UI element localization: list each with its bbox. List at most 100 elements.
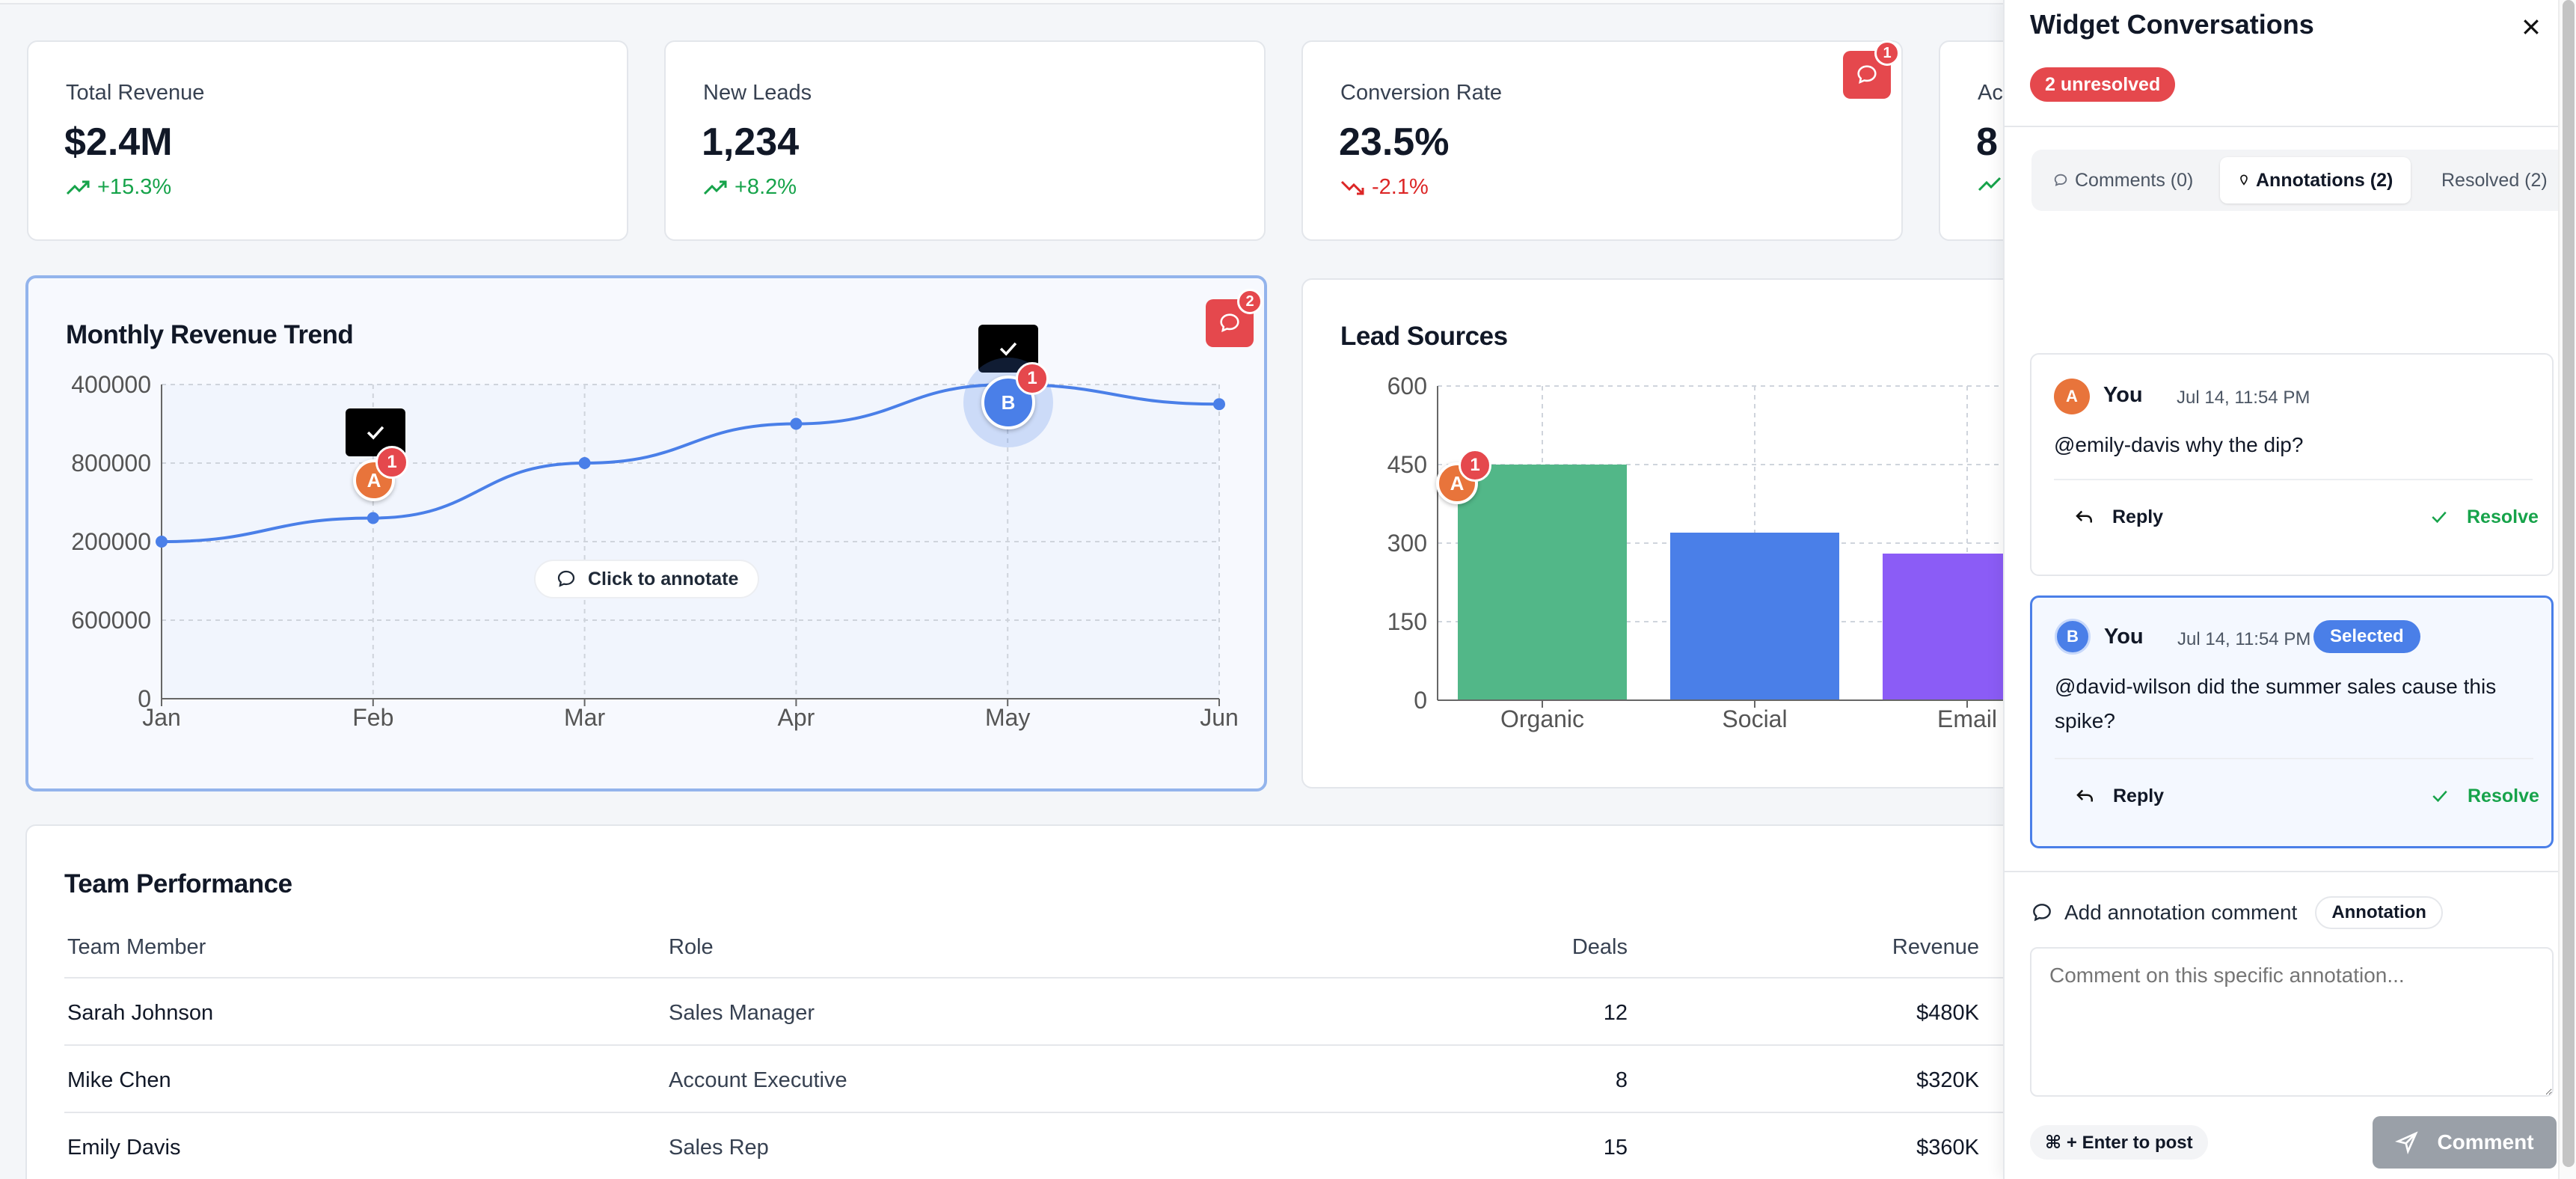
cell-member: Sarah Johnson [67,1001,214,1025]
unresolved-badge: 2 unresolved [2030,67,2176,102]
x-tick-label: Email [1937,705,1997,732]
x-tick-label: Organic [1500,705,1584,732]
chat-bubble-icon [1220,313,1239,333]
annotation-pin-a[interactable]: A 1 [353,446,408,501]
annotation-pin-b[interactable]: B 1 [981,362,1049,429]
tab-label: Comments (0) [2075,169,2194,191]
close-icon [2524,19,2539,34]
comment-timestamp: Jul 14, 11:54 PM [2177,388,2310,408]
panel-divider [2005,126,2576,127]
scrollbar-thumb[interactable] [2563,0,2575,1167]
data-point [790,417,803,430]
cell-role: Account Executive [669,1068,847,1092]
comment-count-badge: 1 [1874,40,1900,66]
kpi-label: New Leads [703,81,812,105]
pin-letter: B [1001,391,1016,414]
reply-label: Reply [2113,785,2165,806]
trend-down-icon [1340,180,1364,195]
kpi-card-total-revenue[interactable]: Total Revenue $2.4M +15.3% [27,40,628,241]
lead-sources-card[interactable]: Lead Sources [1301,278,2020,788]
page-scrollbar[interactable] [2558,0,2576,1179]
panel-divider [2005,871,2576,872]
reply-button[interactable]: Reply [2073,506,2163,528]
kpi-comments-button[interactable]: 1 [1843,40,1900,99]
cell-role: Sales Manager [669,1001,815,1025]
cell-deals: 15 [1603,1136,1628,1160]
avatar: A [2054,379,2090,414]
comment-input[interactable] [2030,947,2554,1097]
row-divider [64,977,2024,979]
kpi-card-conversion-rate[interactable]: Conversion Rate 23.5% -2.1% 1 [1301,40,1903,241]
kpi-change-value: +8.2% [735,175,797,199]
tab-label: Resolved (2) [2441,169,2548,191]
kpi-change-value: +15.3% [97,175,172,199]
kpi-label: Total Revenue [66,81,205,105]
pin-count-badge: 1 [1016,362,1049,395]
lead-sources-bar-chart[interactable]: 0 150 300 450 600 Organic Social Email [1301,278,2003,788]
comment-divider [2055,758,2533,759]
pin-count-badge: 1 [375,446,408,479]
tab-comments[interactable]: Comments (0) [2034,157,2211,203]
check-icon [2432,511,2447,524]
revenue-line-chart[interactable]: 0 600000 200000 800000 400000 Jan Feb Mar Apr May… [0,0,1287,793]
kpi-value: 1,234 [702,120,800,164]
column-header-deals[interactable]: Deals [1571,935,1628,959]
pin-count-badge: 1 [1459,449,1491,482]
team-performance-card: Team Performance Team Member Role Deals … [25,824,2045,1179]
tab-resolved[interactable]: Resolved (2) [2423,157,2566,203]
kpi-change [1978,175,2002,193]
reply-arrow-icon [2076,789,2093,802]
data-point [578,457,591,469]
cell-role: Sales Rep [669,1136,769,1160]
avatar: B [2055,619,2091,655]
chat-bubble-icon [2054,174,2067,186]
resolve-label: Resolve [2467,506,2539,527]
annotation-tag: Annotation [2315,896,2443,929]
cell-revenue: $320K [1916,1068,1979,1092]
map-pin-icon [2240,174,2248,186]
close-panel-button[interactable] [2513,9,2549,45]
column-header-role[interactable]: Role [669,935,714,959]
column-header-revenue[interactable]: Revenue [1892,935,1979,959]
comment-author: You [2104,625,2144,649]
resolve-button[interactable]: Resolve [2429,785,2539,807]
shortcut-hint: ⌘ + Enter to post [2030,1125,2208,1160]
annotation-pin-leads-a[interactable]: A 1 [1436,449,1491,504]
click-to-annotate-hint[interactable]: Click to annotate [534,560,760,598]
kpi-label: Ac [1978,81,2003,105]
y-tick-label: 0 [1414,687,1427,714]
x-tick-label: Mar [564,704,605,731]
comment-text: @emily-davis why the dip? [2054,433,2304,456]
kpi-value: $2.4M [64,120,173,164]
cell-revenue: $360K [1916,1136,1979,1160]
x-tick-label: Jun [1200,704,1239,731]
chart-comments-button[interactable]: 2 [1206,289,1263,347]
cell-member: Emily Davis [67,1136,181,1160]
annotation-comment-a[interactable]: A You Jul 14, 11:54 PM @emily-davis why … [2030,353,2554,576]
reply-button[interactable]: Reply [2074,785,2164,807]
kpi-change: +8.2% [703,175,797,200]
kpi-change-value: -2.1% [1372,175,1429,199]
y-tick-label: 600 [1387,373,1427,399]
add-annotation-comment-row: Add annotation comment Annotation [2030,896,2443,929]
conversation-tabs: Comments (0) Annotations (2) Resolved (2… [2031,150,2576,211]
trend-up-icon [66,180,90,195]
data-point [1213,398,1225,411]
pin-letter: A [367,468,381,491]
chat-bubble-icon [1857,65,1877,85]
kpi-change: +15.3% [66,175,171,200]
kpi-card-new-leads[interactable]: New Leads 1,234 +8.2% [664,40,1266,241]
tab-label: Annotations (2) [2256,169,2393,191]
add-comment-label: Add annotation comment [2064,901,2298,924]
post-comment-button[interactable]: Comment [2373,1116,2557,1169]
chart-title: Lead Sources [1340,322,1508,351]
annotation-comment-b[interactable]: B You Jul 14, 11:54 PM Selected @david-w… [2030,595,2554,848]
resolve-button[interactable]: Resolve [2428,506,2539,528]
x-tick-label: Feb [352,704,393,731]
column-header-member[interactable]: Team Member [67,935,206,959]
tab-annotations[interactable]: Annotations (2) [2220,157,2411,203]
row-divider [64,1044,2024,1046]
reply-label: Reply [2112,506,2164,527]
widget-conversations-panel: Widget Conversations 2 unresolved Commen… [2003,0,2576,1179]
y-tick-label: 400000 [71,371,151,398]
